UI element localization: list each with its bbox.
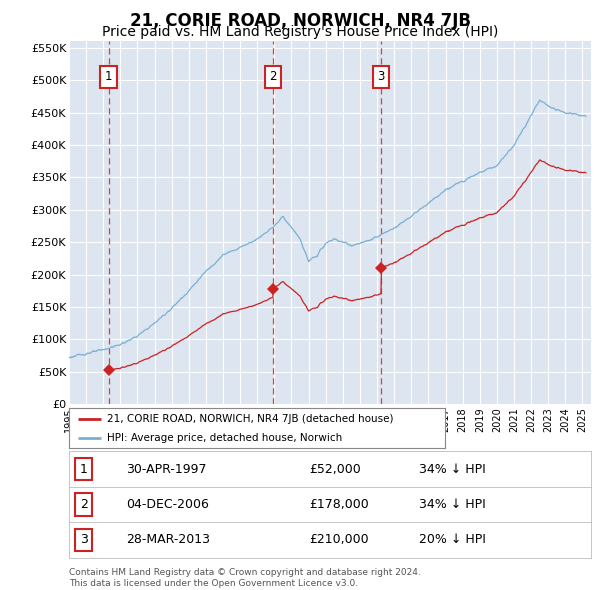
Text: 1: 1 [105, 70, 113, 83]
Text: 34% ↓ HPI: 34% ↓ HPI [419, 498, 485, 511]
Text: 21, CORIE ROAD, NORWICH, NR4 7JB: 21, CORIE ROAD, NORWICH, NR4 7JB [130, 12, 470, 30]
Text: 34% ↓ HPI: 34% ↓ HPI [419, 463, 485, 476]
Text: 04-DEC-2006: 04-DEC-2006 [127, 498, 209, 511]
Text: HPI: Average price, detached house, Norwich: HPI: Average price, detached house, Norw… [107, 432, 342, 442]
Text: 2: 2 [269, 70, 277, 83]
Text: 30-APR-1997: 30-APR-1997 [127, 463, 207, 476]
Text: 20% ↓ HPI: 20% ↓ HPI [419, 533, 485, 546]
Text: 3: 3 [80, 533, 88, 546]
Text: £210,000: £210,000 [309, 533, 369, 546]
Text: 3: 3 [377, 70, 385, 83]
Text: 21, CORIE ROAD, NORWICH, NR4 7JB (detached house): 21, CORIE ROAD, NORWICH, NR4 7JB (detach… [107, 414, 393, 424]
Text: Price paid vs. HM Land Registry's House Price Index (HPI): Price paid vs. HM Land Registry's House … [102, 25, 498, 40]
Text: 2: 2 [80, 498, 88, 511]
Text: 28-MAR-2013: 28-MAR-2013 [127, 533, 211, 546]
Text: Contains HM Land Registry data © Crown copyright and database right 2024.
This d: Contains HM Land Registry data © Crown c… [69, 568, 421, 588]
Text: £178,000: £178,000 [309, 498, 369, 511]
Text: 1: 1 [80, 463, 88, 476]
Text: £52,000: £52,000 [309, 463, 361, 476]
